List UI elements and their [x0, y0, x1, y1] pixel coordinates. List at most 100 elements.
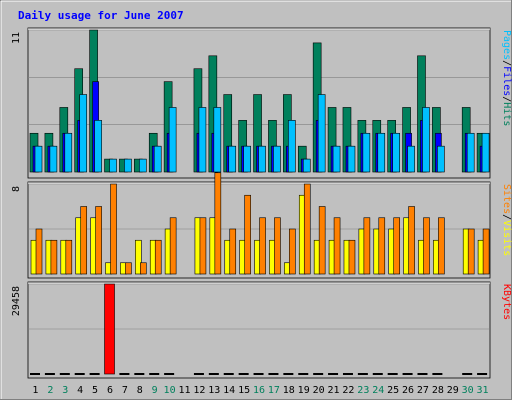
day-label-2: 2	[47, 385, 53, 396]
legend-item: KBytes	[501, 284, 512, 320]
bar-pages-day-3	[64, 132, 73, 173]
bar-sites-day-9	[154, 239, 162, 275]
bar-pages-day-4	[79, 94, 88, 173]
bar-sites-day-23	[363, 217, 371, 275]
day-label-20: 20	[313, 385, 325, 396]
scale-label-hits: 11	[11, 32, 22, 44]
day-label-30: 30	[462, 385, 474, 396]
bar-kbytes-day-5	[89, 373, 100, 375]
bar-sites-day-13	[214, 172, 222, 275]
bar-sites-day-20	[318, 206, 326, 275]
day-label-26: 26	[402, 385, 414, 396]
bar-kbytes-day-10	[164, 373, 175, 375]
panel-visits: 8 Sites/Visits	[11, 172, 512, 279]
bar-kbytes-day-25	[387, 373, 398, 375]
bar-pages-day-13	[213, 107, 222, 173]
bar-sites-day-21	[333, 217, 341, 275]
legend-item: /	[501, 96, 512, 102]
panel-kbytes: 29458 KBytes	[11, 281, 512, 379]
bar-kbytes-day-26	[402, 373, 413, 375]
bar-sites-day-3	[65, 239, 73, 275]
bar-kbytes-day-28	[432, 373, 443, 375]
bar-sites-day-25	[393, 217, 400, 275]
bar-sites-day-30	[467, 228, 475, 275]
legend-hits: Pages/Files/Hits	[501, 30, 512, 126]
day-label-13: 13	[208, 385, 220, 396]
bar-pages-day-15	[243, 145, 251, 173]
day-label-21: 21	[327, 385, 339, 396]
bar-pages-day-24	[377, 132, 386, 173]
bar-sites-day-17	[274, 217, 281, 275]
bar-pages-day-23	[362, 132, 371, 173]
scale-label-kbytes: 29458	[11, 286, 22, 316]
bar-sites-day-28	[438, 217, 445, 275]
bar-sites-day-7	[125, 262, 132, 275]
bar-kbytes-day-30	[462, 373, 473, 375]
bar-kbytes-day-14	[223, 373, 234, 375]
bar-kbytes-day-23	[357, 373, 368, 375]
day-label-3: 3	[62, 385, 68, 396]
bar-sites-day-26	[408, 206, 415, 275]
day-label-16: 16	[253, 385, 265, 396]
day-label-31: 31	[477, 385, 489, 396]
day-label-28: 28	[432, 385, 444, 396]
day-label-25: 25	[387, 385, 399, 396]
bar-kbytes-day-21	[328, 373, 339, 375]
bar-kbytes-day-17	[268, 373, 279, 375]
bar-pages-day-10	[168, 107, 177, 173]
bar-kbytes-day-1	[30, 373, 40, 375]
bar-sites-day-10	[169, 217, 177, 275]
bar-pages-day-27	[422, 107, 430, 173]
day-label-19: 19	[298, 385, 310, 396]
panel-hits: 11 Pages/Files/Hits	[11, 27, 512, 179]
bar-sites-day-22	[348, 239, 356, 275]
bar-sites-day-15	[244, 194, 251, 275]
bar-pages-day-12	[198, 107, 207, 173]
day-label-12: 12	[193, 385, 205, 396]
bar-sites-day-27	[423, 217, 430, 275]
bar-kbytes-day-24	[372, 373, 383, 375]
bar-kbytes-day-2	[44, 373, 55, 375]
bar-sites-day-1	[35, 228, 43, 275]
bar-kbytes-day-16	[253, 373, 264, 375]
bar-kbytes-day-22	[342, 373, 353, 375]
bar-pages-day-26	[407, 145, 415, 173]
bar-pages-day-7	[124, 158, 132, 173]
chart-title: Daily usage for June 2007	[18, 9, 184, 22]
day-label-6: 6	[107, 385, 113, 396]
bar-pages-day-8	[139, 158, 147, 173]
legend-item: Hits	[501, 102, 512, 126]
bar-pages-day-22	[347, 145, 356, 173]
day-label-10: 10	[164, 385, 176, 396]
day-label-24: 24	[372, 385, 384, 396]
bar-kbytes-day-4	[74, 373, 85, 375]
legend-item: Sites	[501, 184, 512, 214]
bar-sites-day-19	[303, 183, 311, 275]
bar-pages-day-28	[437, 145, 445, 173]
day-label-5: 5	[92, 385, 98, 396]
bar-sites-day-5	[95, 206, 102, 275]
bar-sites-day-12	[199, 217, 207, 275]
bar-kbytes-day-15	[238, 373, 249, 375]
day-label-11: 11	[178, 385, 190, 396]
bar-sites-day-24	[378, 217, 386, 275]
day-label-22: 22	[342, 385, 354, 396]
panel-frame-kbytes	[27, 281, 491, 379]
day-label-23: 23	[357, 385, 369, 396]
bar-pages-day-31	[481, 132, 490, 173]
bar-pages-day-14	[228, 145, 237, 173]
bar-kbytes-day-6	[104, 283, 115, 375]
scale-label-visits: 8	[11, 186, 22, 192]
bar-pages-day-21	[332, 145, 341, 173]
bar-sites-day-31	[482, 228, 490, 275]
bar-pages-day-18	[288, 120, 296, 173]
bar-pages-day-2	[49, 145, 58, 173]
bar-sites-day-4	[80, 206, 88, 275]
bar-sites-day-14	[229, 228, 237, 275]
day-label-4: 4	[77, 385, 83, 396]
legend-item: Pages	[501, 30, 512, 60]
day-label-9: 9	[152, 385, 158, 396]
bar-kbytes-day-7	[119, 373, 130, 375]
